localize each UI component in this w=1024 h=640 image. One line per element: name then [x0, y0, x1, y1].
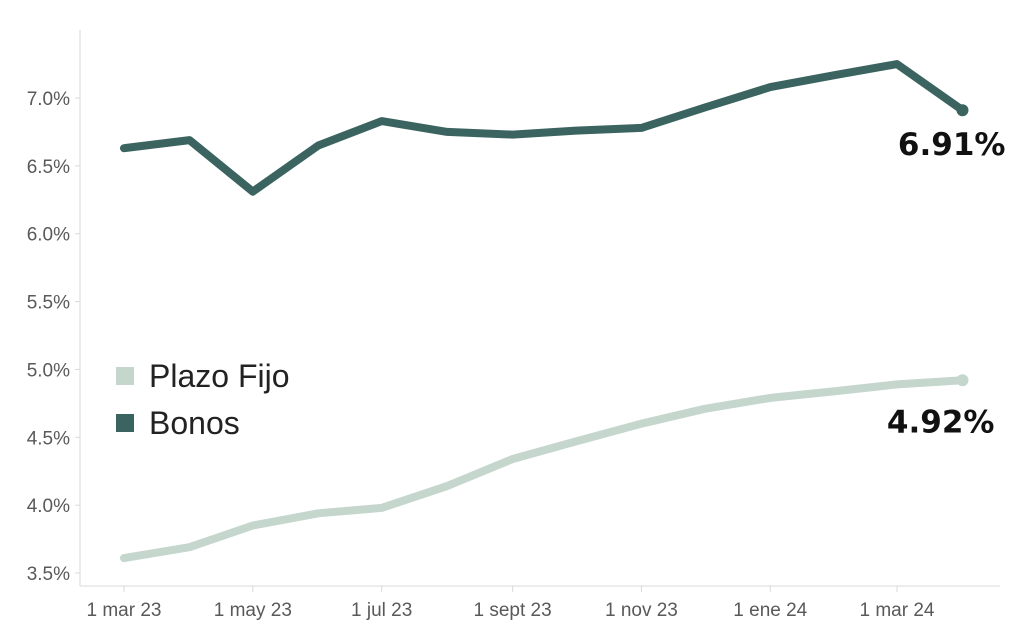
legend-label-bonos: Bonos [149, 405, 240, 441]
x-tick-label: 1 jul 23 [351, 600, 412, 621]
y-tick-label: 6.5% [27, 157, 70, 178]
y-tick-label: 3.5% [27, 564, 70, 585]
y-tick-label: 6.0% [27, 225, 70, 246]
x-tick-label: 1 mar 24 [860, 600, 935, 621]
y-tick-label: 5.0% [27, 360, 70, 381]
legend-swatch-bonos [116, 414, 134, 432]
series-lines [120, 60, 969, 563]
legend: Plazo Fijo Bonos [116, 358, 290, 441]
x-axis-ticks: 1 mar 23 1 may 23 1 jul 23 1 sept 23 1 nov 2… [87, 586, 935, 621]
legend-swatch-plazo-fijo [116, 367, 134, 385]
y-tick-label: 4.5% [27, 428, 70, 449]
x-tick-label: 1 ene 24 [733, 600, 807, 621]
end-point-plazo-fijo [956, 374, 969, 387]
end-labels: 4.92% 6.91% [887, 127, 1006, 440]
series-line-bonos [120, 60, 967, 196]
end-point-bonos [956, 104, 969, 117]
x-tick-label: 1 mar 23 [87, 600, 162, 621]
y-tick-label: 4.0% [27, 496, 70, 517]
end-label-bonos: 6.91% [898, 127, 1006, 163]
end-label-plazo-fijo: 4.92% [887, 404, 995, 440]
y-tick-label: 7.0% [27, 89, 70, 110]
x-tick-label: 1 may 23 [214, 600, 292, 621]
series-line-plazo-fijo [120, 376, 967, 563]
x-tick-label: 1 nov 23 [605, 600, 678, 621]
y-axis-ticks: 3.5% 4.0% 4.5% 5.0% 5.5% 6.0% 6.5% 7.0% [27, 89, 80, 585]
legend-label-plazo-fijo: Plazo Fijo [149, 358, 290, 394]
x-tick-label: 1 sept 23 [474, 600, 552, 621]
y-tick-label: 5.5% [27, 293, 70, 314]
